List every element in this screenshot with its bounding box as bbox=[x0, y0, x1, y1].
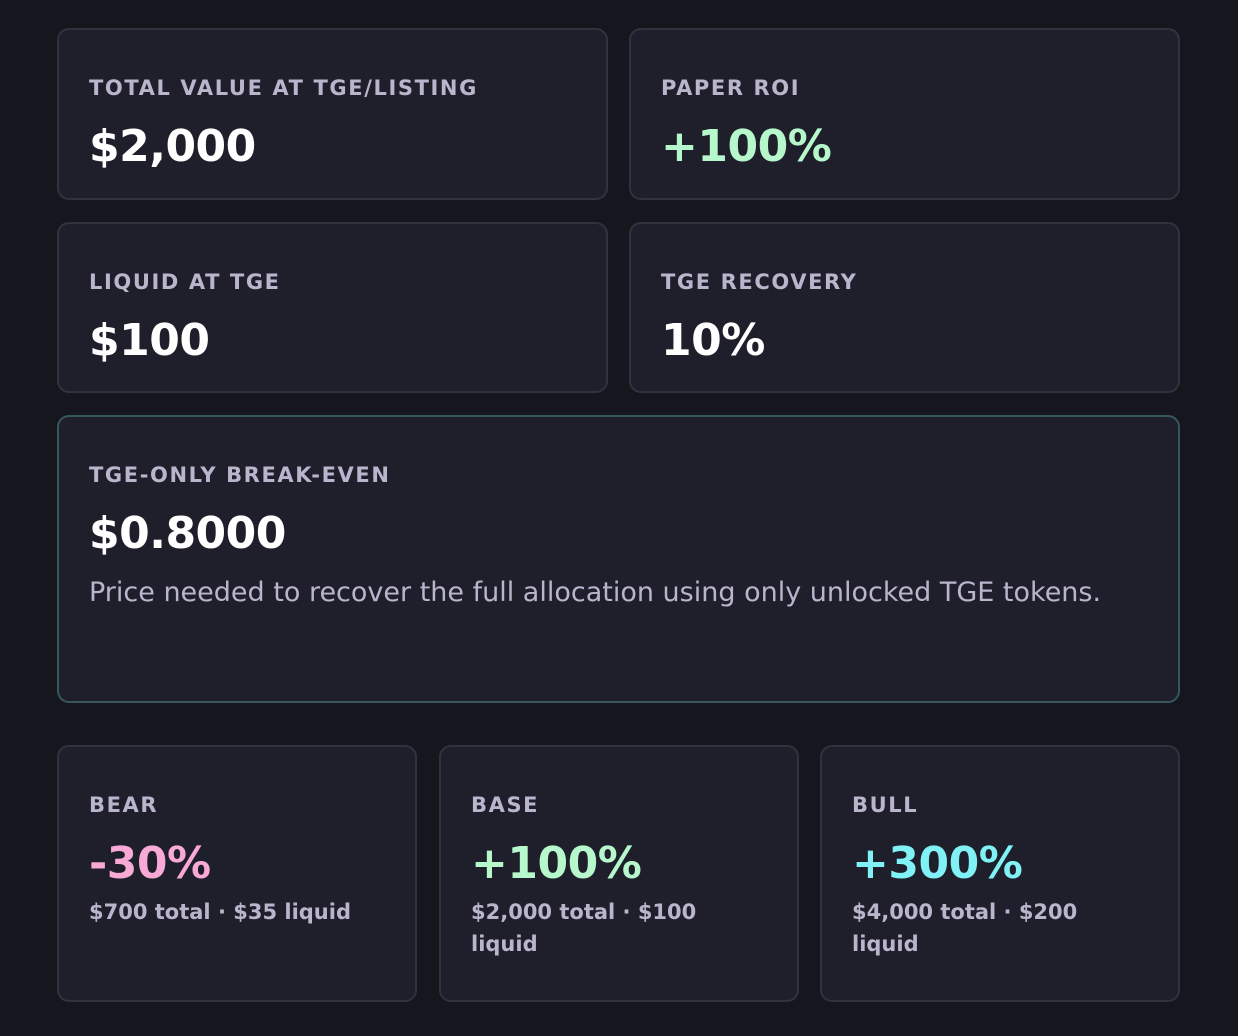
break-even-card: TGE-ONLY BREAK-EVEN $0.8000 Price needed… bbox=[57, 415, 1180, 703]
scenario-note: $4,000 total · $200 liquid bbox=[852, 900, 1078, 956]
scenario-label: BULL bbox=[852, 793, 919, 817]
scenario-note: $700 total · $35 liquid bbox=[89, 900, 351, 924]
break-even-label: TGE-ONLY BREAK-EVEN bbox=[89, 463, 391, 487]
break-even-description: Price needed to recover the full allocat… bbox=[89, 577, 1102, 608]
scenario-card: BEAR -30% $700 total · $35 liquid bbox=[57, 745, 417, 1002]
scenario-note: $2,000 total · $100 liquid bbox=[471, 900, 697, 956]
scenario-value: +100% bbox=[471, 838, 642, 889]
break-even-value: $0.8000 bbox=[89, 508, 286, 559]
metric-value: +100% bbox=[661, 121, 832, 172]
scenario-value: -30% bbox=[89, 838, 211, 889]
metric-label: LIQUID AT TGE bbox=[89, 270, 281, 294]
metric-card: TGE RECOVERY 10% bbox=[629, 222, 1180, 393]
scenario-card: BULL +300% $4,000 total · $200 liquid bbox=[820, 745, 1180, 1002]
scenario-label: BEAR bbox=[89, 793, 159, 817]
metric-card: LIQUID AT TGE $100 bbox=[57, 222, 608, 393]
scenario-label: BASE bbox=[471, 793, 540, 817]
metric-value: 10% bbox=[661, 315, 765, 366]
metric-label: TOTAL VALUE AT TGE/LISTING bbox=[89, 76, 478, 100]
scenario-card: BASE +100% $2,000 total · $100 liquid bbox=[439, 745, 799, 1002]
metric-label: PAPER ROI bbox=[661, 76, 801, 100]
metric-value: $100 bbox=[89, 315, 210, 366]
metric-card: TOTAL VALUE AT TGE/LISTING $2,000 bbox=[57, 28, 608, 200]
metric-value: $2,000 bbox=[89, 121, 256, 172]
scenario-value: +300% bbox=[852, 838, 1023, 889]
metric-card: PAPER ROI +100% bbox=[629, 28, 1180, 200]
metric-label: TGE RECOVERY bbox=[661, 270, 858, 294]
